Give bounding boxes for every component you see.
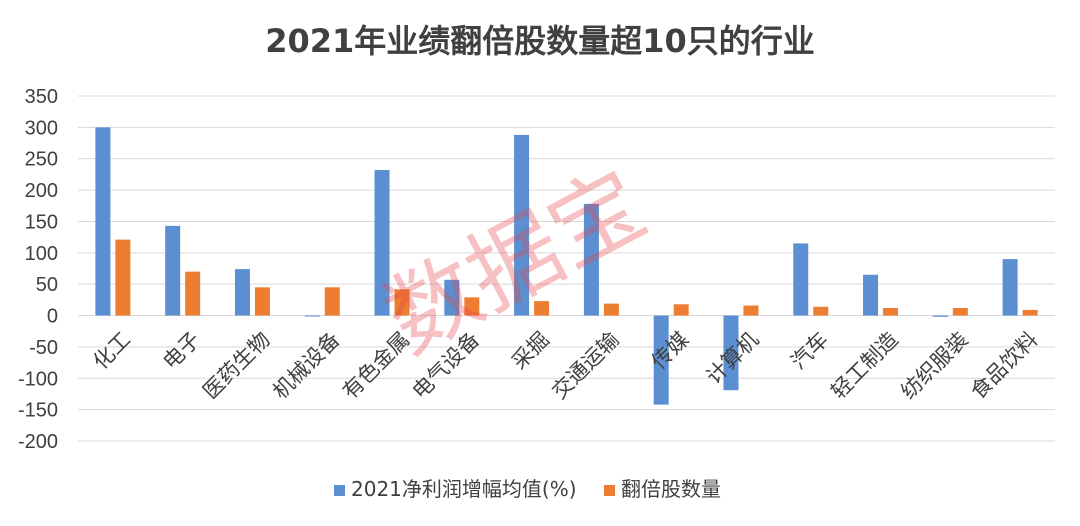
legend: 2021净利润增幅均值(%) 翻倍股数量 [334,477,721,501]
bar-profit-growth-3 [304,315,320,317]
legend-label: 2021净利润增幅均值(%) [351,477,577,501]
bar-profit-growth-1 [165,225,181,316]
bar-doubled-stocks-8 [673,304,689,316]
x-tick-label: 机械设备 [268,327,344,403]
bar-doubled-stocks-4 [394,289,410,316]
legend-swatch [334,485,345,496]
bar-doubled-stocks-0 [115,239,131,316]
bar-profit-growth-9 [723,315,739,391]
x-tick-label: 食品饮料 [966,327,1042,403]
bar-profit-growth-4 [374,170,390,316]
y-tick-label: 200 [25,180,58,202]
x-tick-label: 医药生物 [198,327,274,403]
x-tick-label: 电子 [158,327,205,374]
bar-doubled-stocks-13 [1022,309,1038,316]
bar-profit-growth-8 [653,315,669,405]
chart-title: 2021年业绩翻倍股数量超10只的行业 [265,22,815,60]
x-tick-label: 采掘 [507,327,554,374]
bar-profit-growth-13 [1002,259,1018,316]
gridlines [78,95,1055,442]
bar-doubled-stocks-6 [534,301,550,316]
bar-doubled-stocks-9 [743,305,759,316]
bar-doubled-stocks-10 [813,306,829,316]
x-tick-label: 纺织服装 [896,327,972,403]
y-tick-label: -50 [29,337,58,359]
y-tick-label: 250 [25,149,58,171]
y-tick-label: 100 [25,243,58,265]
bar-profit-growth-12 [932,315,948,317]
bar-doubled-stocks-5 [464,297,480,316]
y-tick-label: -100 [18,368,58,390]
y-tick-label: -200 [18,431,58,453]
y-tick-label: -150 [18,400,58,422]
x-tick-label: 轻工制造 [826,327,902,403]
bar-profit-growth-6 [514,134,530,316]
legend-label: 翻倍股数量 [621,477,721,501]
y-tick-label: 150 [25,211,58,233]
legend-swatch [604,485,615,496]
bars [95,127,1038,405]
bar-doubled-stocks-7 [603,303,619,316]
bar-profit-growth-7 [583,203,599,316]
y-tick-label: 0 [47,306,58,328]
bar-doubled-stocks-2 [254,287,270,316]
x-tick-label: 汽车 [786,327,833,374]
bar-doubled-stocks-11 [883,308,899,316]
x-tick-label: 化工 [89,327,136,374]
bar-profit-growth-2 [234,269,250,316]
x-tick-label: 交通运输 [547,327,623,403]
bar-doubled-stocks-3 [324,287,340,316]
bar-profit-growth-5 [444,279,460,316]
bar-profit-growth-10 [793,243,809,316]
bar-profit-growth-11 [863,274,879,316]
y-tick-label: 300 [25,117,58,139]
bar-profit-growth-0 [95,127,111,316]
y-tick-label: 50 [36,274,58,296]
y-tick-label: 350 [25,86,58,108]
bar-doubled-stocks-1 [185,271,201,316]
y-axis-ticks: 350 300 250 200 150 100 50 0 -50 -100 -150 -200 [18,86,58,453]
bar-doubled-stocks-12 [952,308,968,316]
